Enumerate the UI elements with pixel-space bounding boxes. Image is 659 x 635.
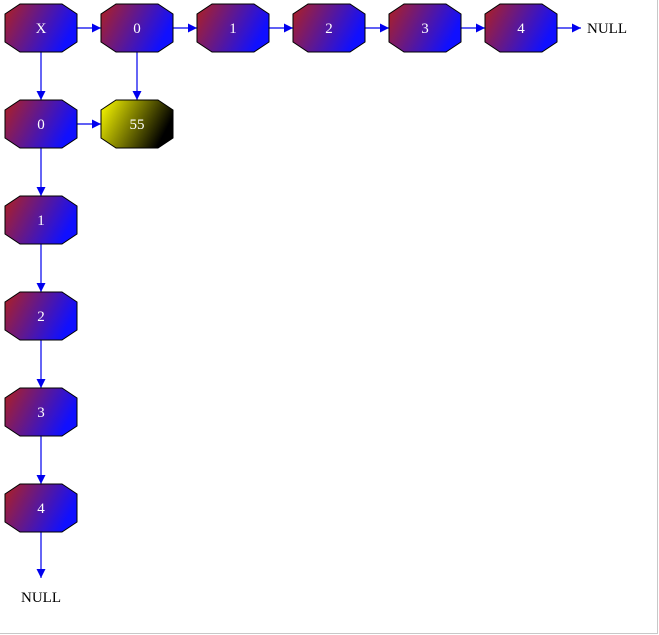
row-header-node-4-shape (4, 483, 78, 533)
row-header-node-3-label: 3 (37, 405, 45, 421)
matrix-cell-node-0-shape (100, 99, 174, 149)
column-header-node-2-label: 2 (325, 21, 333, 37)
edges-layer (36, 23, 581, 578)
column-header-node-1: 1 (196, 3, 270, 53)
column-header-node-0-label: 0 (133, 21, 141, 37)
row-header-node-1: 1 (4, 195, 78, 245)
column-header-node-4-shape (484, 3, 558, 53)
row-header-node-0-shape (4, 99, 78, 149)
column-header-node-3-label: 3 (421, 21, 429, 37)
matrix-cell-node-0-label: 55 (130, 117, 145, 133)
column-header-node-4-label: 4 (517, 21, 525, 37)
column-header-node-2-shape (292, 3, 366, 53)
corner-node-shape (4, 3, 78, 53)
row-header-node-2: 2 (4, 291, 78, 341)
row-end-null-label: NULL (587, 21, 627, 37)
row-header-node-4-label: 4 (37, 501, 45, 517)
column-header-node-3-shape (388, 3, 462, 53)
matrix-cell-node-0: 55 (100, 99, 174, 149)
column-header-node-1-label: 1 (229, 21, 237, 37)
row-header-node-1-label: 1 (37, 213, 45, 229)
row-header-node-0-label: 0 (37, 117, 45, 133)
row-header-node-0: 0 (4, 99, 78, 149)
column-header-node-3: 3 (388, 3, 462, 53)
row-header-node-2-shape (4, 291, 78, 341)
nodes-layer: X 0 1 2 3 4 0 1 2 3 4 NULL NULL 55 (4, 3, 627, 606)
column-header-node-1-shape (196, 3, 270, 53)
row-header-node-3-shape (4, 387, 78, 437)
corner-node: X (4, 3, 78, 53)
row-header-node-2-label: 2 (37, 309, 45, 325)
column-header-node-0: 0 (100, 3, 174, 53)
column-header-node-0-shape (100, 3, 174, 53)
column-header-node-4: 4 (484, 3, 558, 53)
row-header-node-4: 4 (4, 483, 78, 533)
column-end-null-label: NULL (21, 590, 61, 606)
column-header-node-2: 2 (292, 3, 366, 53)
row-header-node-1-shape (4, 195, 78, 245)
corner-node-label: X (36, 21, 47, 37)
row-header-node-3: 3 (4, 387, 78, 437)
